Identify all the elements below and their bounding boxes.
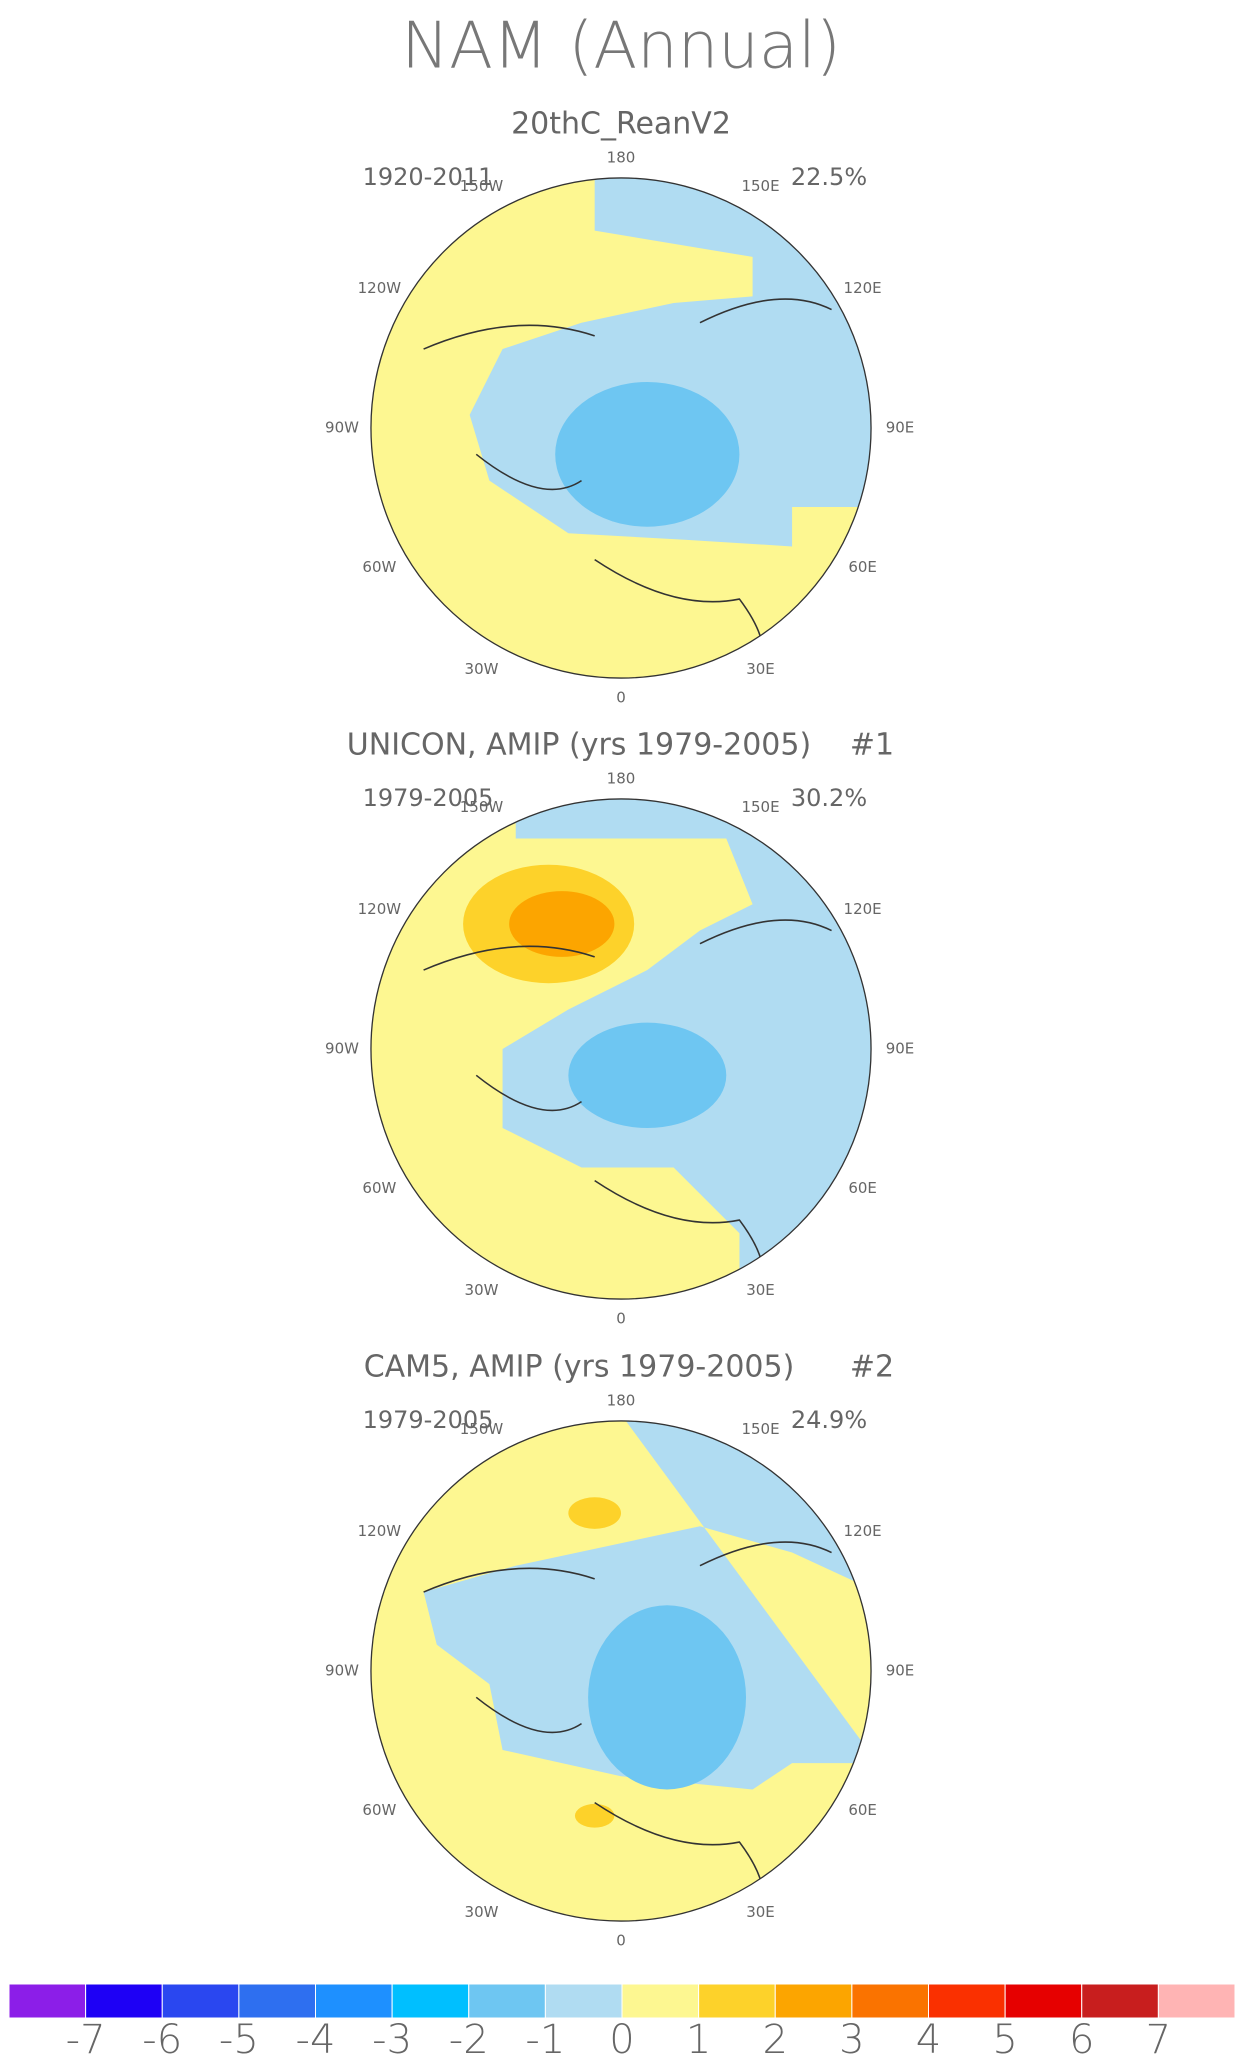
longitude-label: 150W bbox=[460, 177, 504, 195]
colorbar-box bbox=[544, 1983, 623, 2019]
colorbar-box bbox=[8, 1983, 87, 2019]
longitude-label: 60E bbox=[848, 1801, 877, 1819]
longitude-label: 120W bbox=[358, 1522, 402, 1540]
colorbar-label: 0 bbox=[609, 2017, 634, 2063]
longitude-label: 0 bbox=[616, 1309, 626, 1327]
longitude-label: 90W bbox=[325, 419, 359, 437]
longitude-label: 180 bbox=[607, 149, 636, 167]
longitude-label: 0 bbox=[616, 1931, 626, 1949]
colorbar-label: 5 bbox=[992, 2017, 1017, 2063]
variance-label: 30.2% bbox=[791, 784, 867, 812]
longitude-label: 90E bbox=[886, 1662, 915, 1680]
colorbar-box bbox=[315, 1983, 393, 2019]
longitude-label: 150E bbox=[741, 1420, 779, 1438]
panel-title: UNICON, AMIP (yrs 1979-2005) bbox=[347, 728, 811, 763]
longitude-label: 120E bbox=[844, 900, 882, 918]
colorbar-box bbox=[621, 1983, 700, 2019]
colorbar-box bbox=[1157, 1983, 1236, 2019]
panel-title: 20thC_ReanV2 bbox=[511, 107, 731, 142]
figure-title: NAM (Annual) bbox=[401, 10, 841, 84]
colorbar-box bbox=[391, 1983, 470, 2019]
map-1 bbox=[370, 177, 872, 679]
longitude-label: 120E bbox=[844, 279, 882, 297]
colorbar-label: -7 bbox=[66, 2017, 106, 2063]
colorbar-label: 1 bbox=[686, 2017, 711, 2063]
longitude-label: 120W bbox=[358, 900, 402, 918]
panel-title: CAM5, AMIP (yrs 1979-2005) bbox=[364, 1350, 795, 1385]
colorbar-label: -2 bbox=[449, 2017, 489, 2063]
longitude-label: 150W bbox=[460, 798, 504, 816]
longitude-label: 30E bbox=[746, 1903, 775, 1921]
map-2 bbox=[370, 798, 872, 1300]
colorbar-box bbox=[698, 1983, 776, 2019]
variance-label: 24.9% bbox=[791, 1406, 867, 1434]
map-3 bbox=[370, 1420, 872, 1922]
longitude-label: 60W bbox=[362, 1179, 396, 1197]
longitude-label: 60E bbox=[848, 558, 877, 576]
colorbar-label: -4 bbox=[296, 2017, 336, 2063]
longitude-label: 120E bbox=[844, 1522, 882, 1540]
period-label: 1920-2011 bbox=[363, 163, 494, 191]
colorbar-label: 6 bbox=[1069, 2017, 1094, 2063]
longitude-label: 90E bbox=[886, 1040, 915, 1058]
longitude-label: 30W bbox=[465, 660, 499, 678]
colorbar-box bbox=[774, 1983, 853, 2019]
colorbar-label: -3 bbox=[372, 2017, 412, 2063]
colorbar-box bbox=[1081, 1983, 1159, 2019]
period-label: 1979-2005 bbox=[363, 1406, 494, 1434]
colorbar-box bbox=[161, 1983, 240, 2019]
variance-label: 22.5% bbox=[791, 163, 867, 191]
longitude-label: 0 bbox=[616, 688, 626, 706]
longitude-label: 30W bbox=[465, 1281, 499, 1299]
longitude-label: 90W bbox=[325, 1040, 359, 1058]
colorbar-label: 7 bbox=[1146, 2017, 1171, 2063]
longitude-label: 30W bbox=[465, 1903, 499, 1921]
longitude-label: 150W bbox=[460, 1420, 504, 1438]
longitude-label: 60W bbox=[362, 1801, 396, 1819]
panel-tag: #1 bbox=[850, 728, 894, 763]
colorbar-label: -5 bbox=[219, 2017, 259, 2063]
colorbar-label: 4 bbox=[916, 2017, 941, 2063]
longitude-label: 60W bbox=[362, 558, 396, 576]
longitude-label: 180 bbox=[607, 770, 636, 788]
colorbar-label: -1 bbox=[525, 2017, 565, 2063]
longitude-label: 90W bbox=[325, 1662, 359, 1680]
colorbar-box bbox=[1004, 1983, 1083, 2019]
colorbar-label: 3 bbox=[839, 2017, 864, 2063]
longitude-label: 30E bbox=[746, 1281, 775, 1299]
panel-tag: #2 bbox=[850, 1350, 894, 1385]
longitude-label: 60E bbox=[848, 1179, 877, 1197]
longitude-label: 120W bbox=[358, 279, 402, 297]
colorbar-label: 2 bbox=[763, 2017, 788, 2063]
period-label: 1979-2005 bbox=[363, 784, 494, 812]
longitude-label: 180 bbox=[607, 1392, 636, 1410]
longitude-label: 150E bbox=[741, 798, 779, 816]
colorbar-box bbox=[238, 1983, 316, 2019]
longitude-label: 30E bbox=[746, 660, 775, 678]
longitude-label: 150E bbox=[741, 177, 779, 195]
colorbar-label: -6 bbox=[142, 2017, 182, 2063]
colorbar-box bbox=[468, 1983, 546, 2019]
colorbar-box bbox=[851, 1983, 929, 2019]
colorbar-box bbox=[928, 1983, 1006, 2019]
colorbar-box bbox=[85, 1983, 163, 2019]
longitude-label: 90E bbox=[886, 419, 915, 437]
